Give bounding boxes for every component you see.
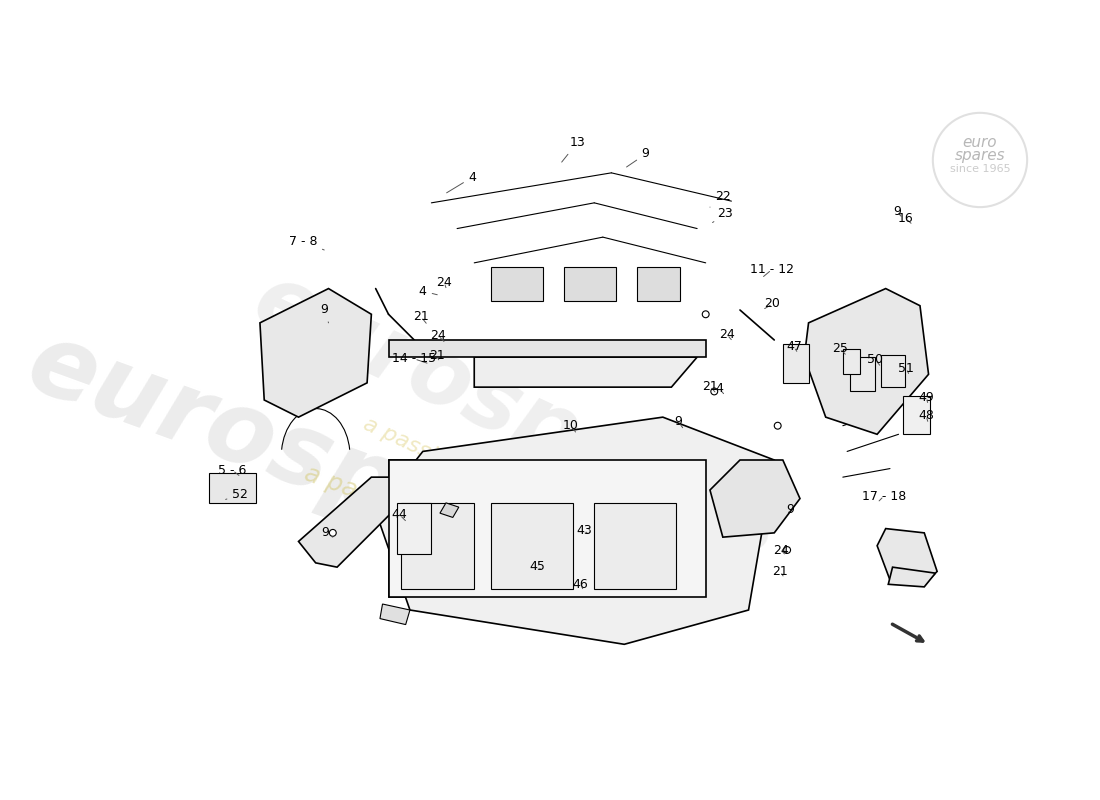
Text: since 1965: since 1965 — [949, 163, 1010, 174]
Polygon shape — [388, 340, 706, 357]
Text: 4: 4 — [419, 285, 438, 298]
Text: 9: 9 — [321, 526, 333, 539]
Text: 11 - 12: 11 - 12 — [750, 263, 794, 277]
Text: 4: 4 — [715, 382, 724, 395]
Text: 21: 21 — [702, 380, 718, 393]
Text: 44: 44 — [392, 508, 407, 522]
Circle shape — [711, 388, 717, 395]
Bar — [903, 396, 931, 434]
Circle shape — [702, 311, 710, 318]
Bar — [564, 267, 616, 302]
Text: 47: 47 — [786, 340, 802, 354]
Polygon shape — [260, 289, 372, 417]
Text: 9: 9 — [893, 205, 901, 218]
Text: 24: 24 — [430, 330, 447, 342]
Text: 4: 4 — [447, 170, 476, 193]
Text: 50: 50 — [868, 354, 883, 366]
Bar — [637, 267, 680, 302]
Polygon shape — [379, 604, 410, 625]
Text: 52: 52 — [226, 488, 249, 501]
Text: 22: 22 — [710, 190, 730, 207]
Polygon shape — [710, 460, 800, 537]
Polygon shape — [474, 357, 697, 387]
Polygon shape — [427, 494, 449, 510]
Text: 45: 45 — [530, 560, 546, 573]
Text: 20: 20 — [764, 298, 781, 310]
Text: 13: 13 — [562, 136, 585, 162]
Polygon shape — [889, 567, 935, 587]
Text: 16: 16 — [898, 212, 913, 225]
Text: 14 - 15: 14 - 15 — [393, 352, 437, 366]
Bar — [849, 357, 876, 391]
Text: 9: 9 — [785, 503, 793, 516]
Text: 24: 24 — [719, 328, 735, 342]
Polygon shape — [804, 289, 928, 434]
FancyBboxPatch shape — [388, 460, 706, 597]
Bar — [492, 267, 542, 302]
Text: 24: 24 — [773, 543, 789, 557]
Bar — [881, 354, 905, 387]
Text: 21: 21 — [772, 565, 788, 578]
Polygon shape — [376, 417, 774, 644]
Text: 23: 23 — [713, 207, 733, 222]
Bar — [783, 344, 808, 383]
Text: 43: 43 — [576, 524, 592, 537]
Bar — [397, 503, 431, 554]
Bar — [402, 503, 474, 589]
Text: 21: 21 — [429, 349, 444, 362]
Text: eurospares: eurospares — [240, 257, 794, 578]
Text: 9: 9 — [674, 415, 683, 428]
Text: 9: 9 — [627, 147, 650, 167]
Bar — [843, 349, 860, 374]
Text: 21: 21 — [414, 310, 429, 323]
Text: 25: 25 — [833, 342, 848, 355]
Text: spares: spares — [955, 148, 1005, 163]
Text: a passion for parts since 1965: a passion for parts since 1965 — [361, 414, 674, 574]
Bar — [492, 503, 573, 589]
Bar — [594, 503, 675, 589]
Text: 24: 24 — [437, 276, 452, 289]
Text: eurospares: eurospares — [14, 315, 642, 622]
Polygon shape — [298, 477, 406, 567]
Text: 51: 51 — [899, 362, 914, 374]
Text: 7 - 8: 7 - 8 — [288, 235, 324, 250]
Text: euro: euro — [962, 135, 998, 150]
Circle shape — [774, 422, 781, 429]
Polygon shape — [440, 503, 459, 518]
Text: 9: 9 — [320, 303, 329, 323]
Polygon shape — [877, 529, 937, 584]
Text: 49: 49 — [918, 391, 934, 404]
Circle shape — [329, 530, 337, 536]
Text: 46: 46 — [573, 578, 588, 590]
Text: 48: 48 — [918, 409, 934, 422]
Bar — [209, 473, 255, 503]
Text: 17 - 18: 17 - 18 — [862, 490, 906, 502]
Text: 10: 10 — [563, 419, 579, 432]
Circle shape — [783, 546, 791, 554]
Text: a passion for parts since 1965: a passion for parts since 1965 — [301, 462, 664, 613]
Text: 5 - 6: 5 - 6 — [218, 464, 246, 477]
